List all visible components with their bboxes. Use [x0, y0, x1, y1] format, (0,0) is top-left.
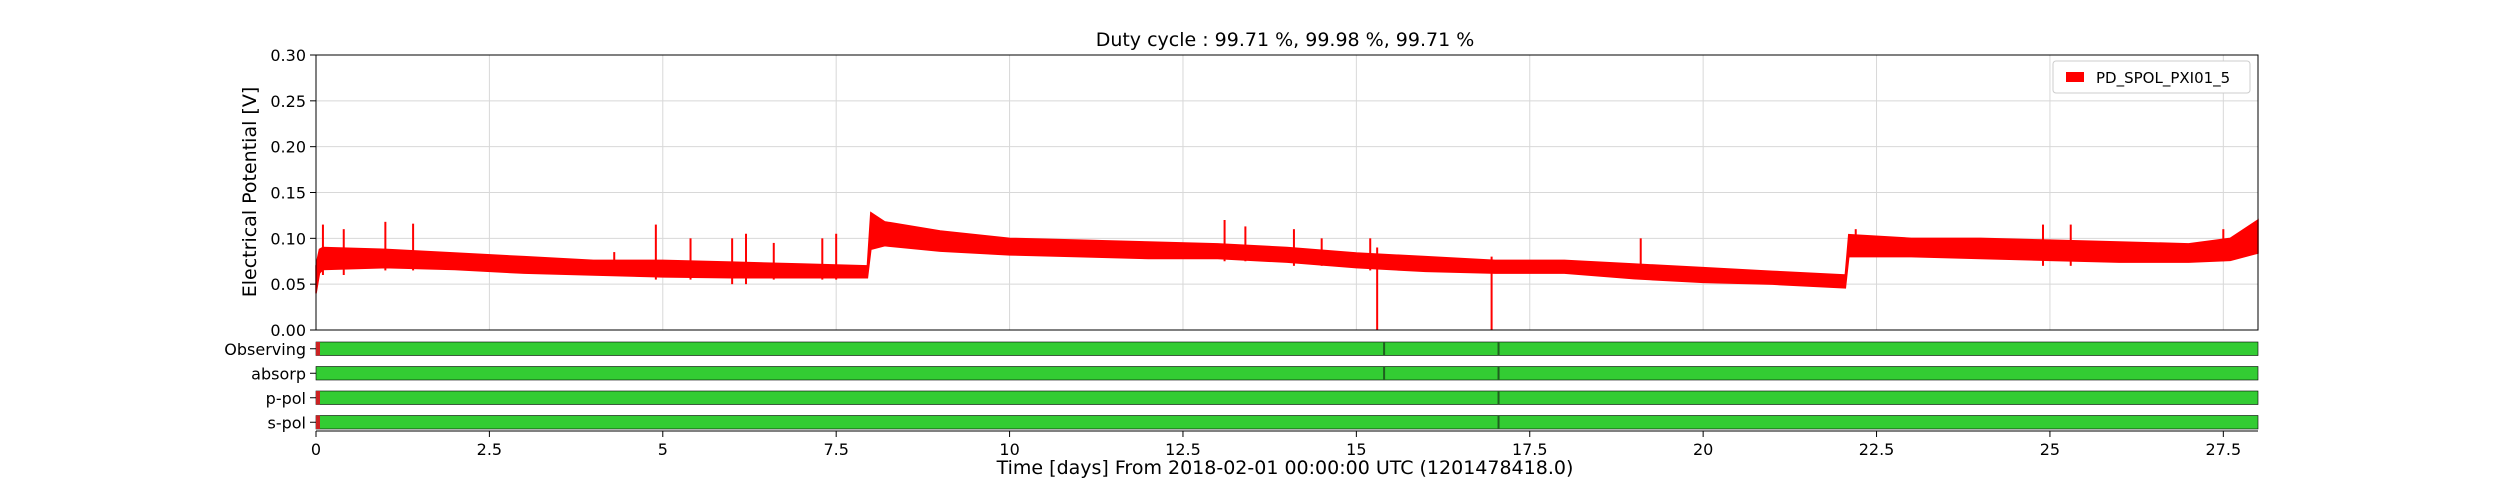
state-label: absorp — [251, 364, 306, 383]
state-label: Observing — [224, 340, 306, 359]
y-tick-label: 0.10 — [270, 229, 306, 248]
state-gap — [1383, 366, 1386, 380]
x-tick-label: 2.5 — [477, 440, 502, 459]
state-bar-Observing — [315, 341, 2259, 356]
legend-label: PD_SPOL_PXI01_5 — [2096, 69, 2230, 88]
y-tick-label: 0.30 — [270, 46, 306, 65]
state-label: p-pol — [266, 389, 306, 408]
state-bars: Observing absorp p-pol s-pol — [224, 340, 2259, 432]
y-axis-ticks: 0.00 0.05 0.10 0.15 0.20 0.25 0.30 — [270, 46, 316, 340]
x-tick-label: 25 — [2040, 440, 2060, 459]
x-tick-label: 22.5 — [1859, 440, 1895, 459]
series-spikes — [321, 220, 2225, 330]
x-tick-label: 5 — [658, 440, 668, 459]
legend: PD_SPOL_PXI01_5 — [2052, 60, 2251, 94]
chart-title: Duty cycle : 99.71 %, 99.98 %, 99.71 % — [1096, 29, 1475, 51]
state-bar-s-pol — [315, 415, 2259, 430]
x-tick-label: 15 — [1346, 440, 1366, 459]
state-gap — [1497, 366, 1500, 380]
state-gap — [1383, 342, 1386, 356]
state-gap — [316, 391, 320, 405]
y-tick-label: 0.15 — [270, 184, 306, 203]
y-tick-label: 0.25 — [270, 92, 306, 111]
series-band — [315, 211, 2259, 294]
x-tick-label: 10 — [999, 440, 1019, 459]
x-tick-label: 20 — [1693, 440, 1713, 459]
state-gap — [316, 415, 320, 429]
state-gap — [316, 342, 320, 356]
y-axis-label: Electrical Potential [V] — [239, 87, 261, 297]
legend-swatch — [2066, 72, 2084, 82]
y-tick-label: 0.05 — [270, 275, 306, 294]
x-axis-ticks: 0 2.5 5 7.5 10 12.5 15 17.5 20 22.5 25 27.5 — [311, 430, 2258, 459]
state-bar-p-pol — [315, 390, 2259, 405]
state-label: s-pol — [268, 413, 307, 432]
x-tick-label: 12.5 — [1165, 440, 1201, 459]
x-axis-label: Time [days] From 2018-02-01 00:00:00 UTC… — [996, 457, 1574, 479]
y-tick-label: 0.00 — [270, 321, 306, 340]
state-gap — [1497, 342, 1500, 356]
legend-box — [2052, 60, 2251, 94]
state-gap — [1497, 391, 1500, 405]
plot-gridlines — [315, 54, 2258, 331]
state-bar-absorp — [315, 366, 2259, 381]
state-gap — [1497, 415, 1500, 429]
x-tick-label: 27.5 — [2206, 440, 2242, 459]
y-tick-label: 0.20 — [270, 138, 306, 157]
x-tick-label: 0 — [311, 440, 321, 459]
x-tick-label: 17.5 — [1512, 440, 1548, 459]
x-tick-label: 7.5 — [823, 440, 848, 459]
series-line-PD_SPOL_PXI01_5 — [315, 211, 2259, 294]
